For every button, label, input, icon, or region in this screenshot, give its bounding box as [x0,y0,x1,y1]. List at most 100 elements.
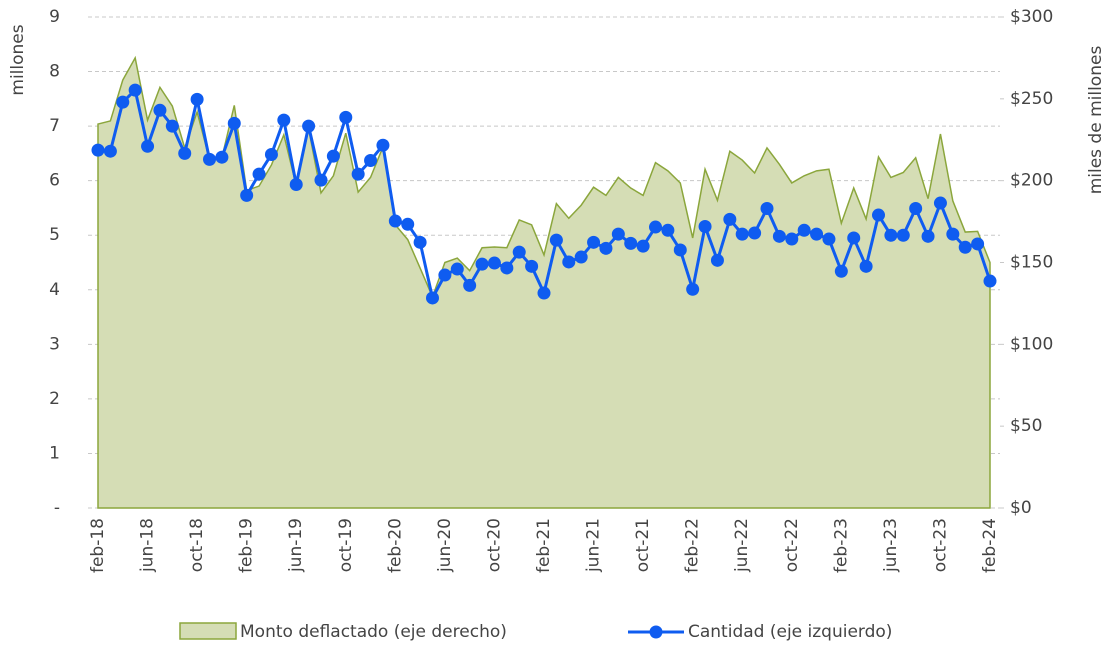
y-tick-label: 5 [49,225,60,245]
point [599,241,613,255]
y2-tick-label: $100 [1010,334,1053,354]
point [909,201,923,215]
point [537,286,551,300]
y-axis-title: millones [8,24,28,95]
point [401,217,415,231]
point [203,152,216,166]
y2-tick-label: $200 [1010,171,1053,191]
point [896,228,910,242]
point [388,214,402,228]
point [215,150,229,164]
point [624,236,638,250]
x-tick-label: jun-21 [584,518,604,573]
point [438,268,452,282]
point [277,113,291,127]
point [760,201,774,215]
area [97,55,991,509]
y-tick-label: 7 [49,116,60,136]
y-tick-label: 6 [49,171,60,191]
point [525,259,539,273]
point [500,261,514,275]
point [339,110,353,124]
y-tick-label: - [54,498,60,518]
point [512,245,526,259]
x-tick-label: feb-19 [237,518,257,573]
x-tick-label: jun-19 [286,518,306,573]
x-tick-label: feb-23 [831,518,851,573]
point [797,223,811,237]
point [153,103,167,117]
x-tick-label: feb-22 [683,518,703,573]
point [710,253,724,267]
legend-label: Monto deflactado (eje derecho) [240,622,507,642]
point [673,243,687,257]
point [971,237,985,251]
point [785,232,799,246]
y2-tick-label: $250 [1010,89,1053,109]
point [128,83,142,97]
y2-axis-title: miles de millones [1086,46,1106,195]
point [227,116,241,130]
legend-label: Cantidad (eje izquierdo) [688,622,892,642]
x-tick-label: oct-20 [484,518,504,572]
point [574,250,588,264]
point [190,92,204,106]
y-tick-label: 3 [49,334,60,354]
point [636,239,650,253]
y-tick-label: 9 [49,7,60,27]
point [958,240,972,254]
point [326,149,340,163]
point [450,262,464,276]
point [686,282,700,296]
point [921,229,935,243]
x-tick-label: jun-20 [435,518,455,573]
point [698,219,712,233]
point [91,143,105,157]
point [351,167,365,181]
point [487,256,501,270]
x-tick-label: feb-20 [385,518,405,573]
y-tick-label: 2 [49,389,60,409]
point [165,119,179,133]
y-tick-label: 8 [49,62,60,82]
point [723,212,737,226]
point [872,208,885,222]
y2-tick-label: $50 [1010,416,1042,436]
point [810,227,824,241]
x-tick-label: oct-22 [782,518,802,572]
y2-tick-label: $0 [1010,498,1032,518]
point [103,144,117,158]
point [314,173,328,187]
y2-tick-label: $150 [1010,253,1053,273]
legend-marker [649,625,663,639]
point [933,196,947,210]
point [834,264,848,278]
point [549,233,563,247]
point [141,139,155,153]
point [376,138,390,152]
x-tick-label: feb-24 [980,518,1000,573]
point [178,146,192,160]
point [884,228,898,242]
point [289,177,303,191]
point [302,119,316,133]
point [983,274,997,288]
point [463,278,477,292]
y-tick-label: 4 [49,280,60,300]
point [649,220,662,234]
x-tick-label: oct-19 [336,518,356,572]
point [475,257,489,271]
x-tick-label: feb-18 [88,518,108,573]
point [735,227,749,241]
y2-tick-label: $300 [1010,7,1053,27]
point [562,255,576,269]
point [252,167,266,181]
point [822,232,836,246]
point [859,259,873,273]
y-tick-label: 1 [49,443,60,463]
x-tick-label: oct-21 [633,518,653,572]
point [116,95,130,109]
x-tick-label: feb-21 [534,518,554,573]
point [748,226,762,240]
